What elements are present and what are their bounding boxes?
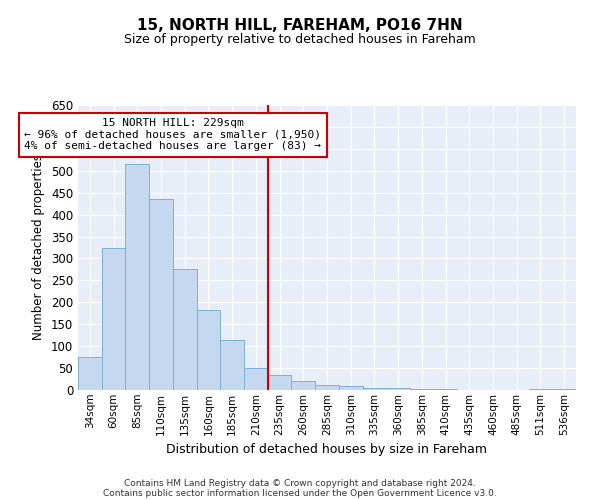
Y-axis label: Number of detached properties: Number of detached properties — [32, 154, 46, 340]
Bar — [197, 310, 220, 390]
Bar — [552, 389, 576, 390]
Bar — [78, 357, 102, 390]
Text: 15, NORTH HILL, FAREHAM, PO16 7HN: 15, NORTH HILL, FAREHAM, PO16 7HN — [137, 18, 463, 32]
Bar — [292, 381, 315, 390]
Bar — [434, 389, 457, 390]
Bar — [220, 340, 244, 390]
Bar — [149, 200, 173, 390]
Bar — [529, 389, 552, 390]
Text: Contains HM Land Registry data © Crown copyright and database right 2024.: Contains HM Land Registry data © Crown c… — [124, 478, 476, 488]
Bar — [125, 164, 149, 390]
Bar — [410, 389, 434, 390]
Text: Contains public sector information licensed under the Open Government Licence v3: Contains public sector information licen… — [103, 488, 497, 498]
Bar — [268, 374, 292, 390]
Bar — [339, 386, 362, 390]
Text: Size of property relative to detached houses in Fareham: Size of property relative to detached ho… — [124, 32, 476, 46]
X-axis label: Distribution of detached houses by size in Fareham: Distribution of detached houses by size … — [167, 443, 487, 456]
Bar — [102, 248, 125, 390]
Bar — [244, 368, 268, 390]
Bar — [362, 388, 386, 390]
Bar — [173, 270, 197, 390]
Bar — [315, 384, 339, 390]
Text: 15 NORTH HILL: 229sqm
← 96% of detached houses are smaller (1,950)
4% of semi-de: 15 NORTH HILL: 229sqm ← 96% of detached … — [25, 118, 322, 152]
Bar — [386, 388, 410, 390]
